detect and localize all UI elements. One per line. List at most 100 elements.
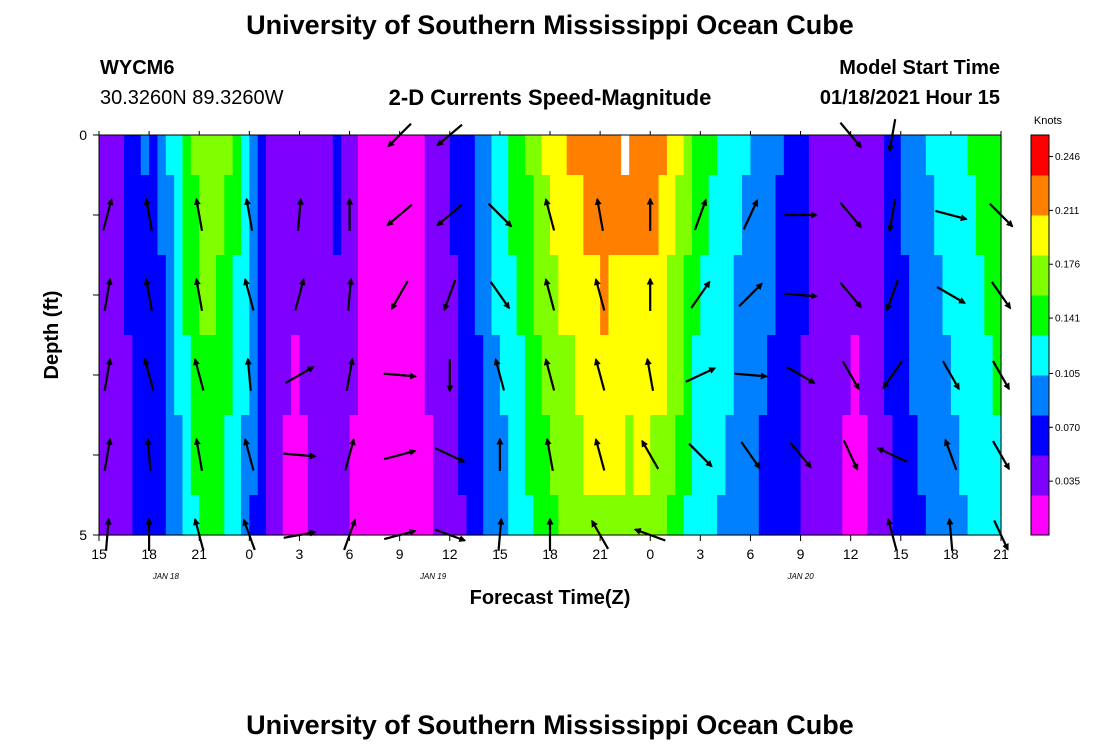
heatmap-cell [149, 135, 159, 176]
heatmap-cell [758, 495, 768, 536]
current-vector-arrow [103, 357, 113, 391]
heatmap-cell [942, 175, 952, 256]
heatmap-cell [182, 335, 192, 416]
heatmap-cell [240, 415, 250, 496]
heatmap-cell [533, 255, 543, 336]
heatmap-cell [316, 495, 326, 536]
heatmap-cell [266, 335, 275, 416]
heatmap-cell [575, 255, 585, 336]
current-vector-arrow [641, 439, 660, 470]
current-vector-arrow [103, 437, 113, 471]
heatmap-cell [341, 255, 351, 336]
heatmap-cell [224, 495, 234, 536]
heatmap-cell [691, 415, 701, 496]
heatmap-cell [950, 135, 960, 176]
colorbar-segment [1031, 400, 1049, 406]
heatmap-cell [625, 135, 635, 176]
current-vector-arrow [493, 358, 506, 391]
heatmap-cell [132, 175, 142, 256]
heatmap-cell [675, 415, 685, 496]
heatmap-cell [366, 495, 376, 536]
heatmap-cell [825, 255, 835, 336]
heatmap-cell [458, 495, 468, 536]
colorbar-segment [1031, 175, 1049, 181]
heatmap-cell [825, 175, 835, 256]
current-vector-arrow [383, 448, 417, 461]
heatmap-cell [934, 415, 944, 496]
heatmap-cell [291, 175, 301, 256]
heatmap-cell [725, 175, 735, 256]
heatmap-cell [274, 175, 284, 256]
heatmap-cell [875, 255, 885, 336]
heatmap-cell [499, 495, 509, 536]
heatmap-cell [382, 175, 392, 256]
heatmap-cell [992, 175, 1002, 256]
heatmap-cell [466, 175, 476, 256]
heatmap-cell [984, 415, 994, 496]
heatmap-cell [366, 175, 376, 256]
heatmap-cell [374, 175, 384, 256]
heatmap-cell [884, 255, 894, 336]
current-vector-arrow [244, 197, 254, 231]
colorbar-segment [1031, 370, 1049, 376]
heatmap-cell [466, 255, 476, 336]
heatmap-cell [616, 175, 626, 256]
heatmap-cell [575, 415, 585, 496]
heatmap-cell [249, 135, 259, 176]
colorbar-segment [1031, 215, 1049, 221]
current-vector-arrow [882, 361, 903, 390]
x-tick-label: 15 [492, 546, 508, 562]
heatmap-cell [99, 495, 108, 536]
heatmap-cell [190, 175, 200, 256]
heatmap-cell [608, 335, 618, 416]
current-vector-arrow [442, 279, 457, 312]
heatmap-cell [733, 495, 743, 536]
heatmap-cell [299, 175, 309, 256]
current-vector-arrow [544, 437, 554, 471]
colorbar-segment [1031, 280, 1049, 286]
colorbar-segment [1031, 505, 1049, 511]
heatmap-cell [775, 495, 785, 536]
heatmap-cell [433, 255, 443, 336]
heatmap-cell [357, 175, 367, 256]
heatmap-cell [700, 135, 710, 176]
heatmap-cell [349, 335, 359, 416]
colorbar-unit: Knots [1034, 115, 1063, 127]
colorbar-segment [1031, 380, 1049, 386]
colorbar-segment [1031, 395, 1049, 401]
heatmap-cell [650, 495, 660, 536]
heatmap-cell [575, 135, 585, 176]
heatmap-cell [508, 135, 518, 176]
heatmap-cell [992, 255, 1002, 336]
heatmap-cell [199, 495, 209, 536]
heatmap-cell [307, 255, 317, 336]
heatmap-cell [224, 415, 234, 496]
colorbar: 0.246 0.211 0.176 0.141 0.105 0.070 0.035 [1030, 134, 1080, 536]
heatmap-cell [583, 175, 593, 256]
current-vector-arrow [688, 442, 713, 468]
colorbar-segment [1031, 315, 1049, 321]
heatmap-cell [441, 335, 451, 416]
heatmap-cell [541, 255, 551, 336]
heatmap-cell [792, 335, 802, 416]
heatmap-cell [533, 335, 543, 416]
heatmap-cell [658, 175, 668, 256]
current-vector-arrow [244, 357, 252, 391]
x-tick-label: 6 [747, 546, 755, 562]
heatmap-cell [165, 415, 175, 496]
heatmap-cell [399, 495, 409, 536]
heatmap-cell [124, 255, 134, 336]
heatmap-cell [992, 495, 1002, 536]
heatmap-cell [566, 495, 576, 536]
heatmap-cell [650, 415, 660, 496]
heatmap-cell [441, 135, 451, 176]
heatmap-cell [750, 415, 760, 496]
heatmap-cell [767, 495, 777, 536]
heatmap-cell [316, 415, 326, 496]
heatmap-cell [165, 175, 175, 256]
heatmap-cell [124, 135, 134, 176]
heatmap-cell [550, 135, 559, 176]
heatmap-cell [733, 175, 743, 256]
heatmap-cell [892, 175, 902, 256]
heatmap-cell [416, 255, 426, 336]
